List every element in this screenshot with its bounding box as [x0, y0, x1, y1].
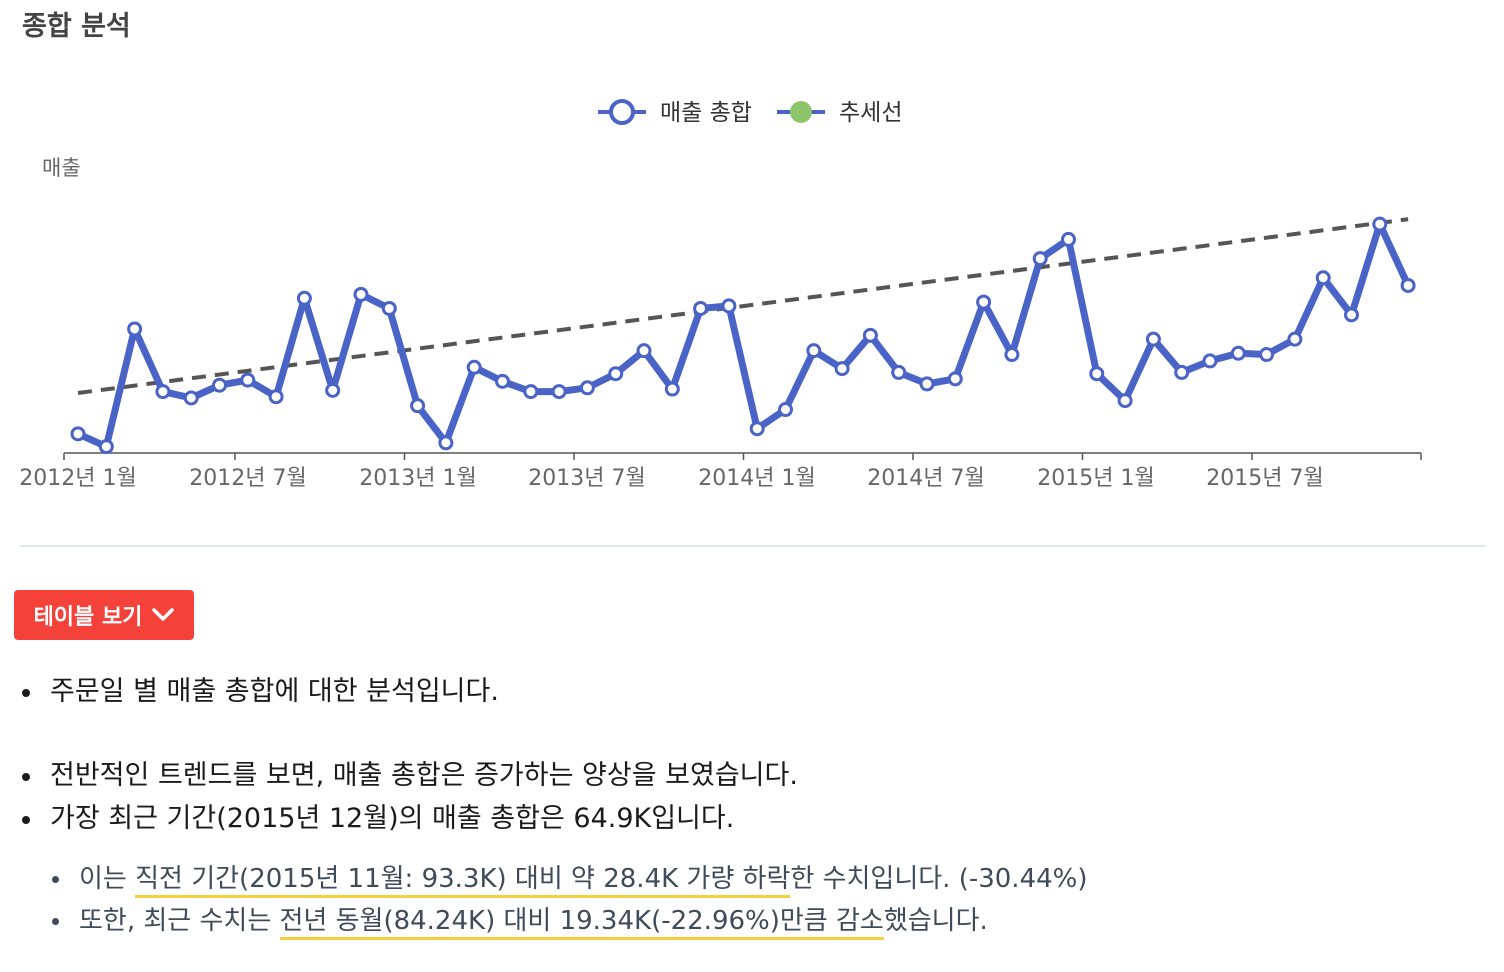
data-point [438, 435, 454, 451]
x-tick-label: 2014년 1월 [698, 466, 815, 491]
data-point [721, 298, 737, 314]
data-point [1230, 345, 1246, 361]
sub-bullet-pre: 또한, 최근 수치는 [79, 906, 280, 936]
data-point [1315, 270, 1331, 286]
bullet-dot [22, 773, 30, 781]
data-point [155, 384, 171, 400]
data-point [664, 381, 680, 397]
data-point [778, 402, 793, 418]
data-point [1174, 364, 1190, 380]
data-point [1061, 231, 1076, 247]
sub-bullet-dot [52, 876, 59, 883]
section-title: 종합 분석 [22, 11, 131, 42]
data-point [1259, 347, 1275, 363]
data-point [891, 364, 907, 380]
sub-bullet-highlight: 직전 기간(2015년 11월: 93.3K) 대비 약 28.4K 가량 하락 [135, 864, 791, 898]
data-point [70, 426, 86, 442]
x-tick-label: 2014년 7월 [867, 466, 984, 491]
bullet-item: 가장 최근 기간(2015년 12월)의 매출 총합은 64.9K입니다. [22, 799, 1482, 839]
view-table-label: 테이블 보기 [33, 605, 143, 630]
data-point [1032, 251, 1048, 267]
data-point [1287, 331, 1303, 347]
x-tick-label: 2015년 7월 [1206, 466, 1323, 491]
data-point [693, 300, 709, 316]
data-point [1117, 393, 1133, 409]
data-point [127, 321, 143, 337]
legend-marker-sales [609, 99, 635, 125]
divider [20, 545, 1486, 547]
legend-label-sales: 매출 총합 [660, 100, 752, 126]
x-tick-label: 2012년 7월 [189, 466, 306, 491]
sub-bullet-pre: 이는 [79, 864, 136, 894]
sub-bullet-text: 또한, 최근 수치는 전년 동월(84.24K) 대비 19.34K(-22.9… [79, 901, 988, 941]
sub-bullet-post: 했습니다. [883, 906, 988, 936]
data-point [353, 286, 369, 302]
data-point [466, 359, 482, 375]
data-point [240, 372, 256, 388]
data-point [1344, 307, 1359, 323]
bullet-dot [22, 689, 30, 697]
legend-label-trend: 추세선 [839, 100, 902, 126]
x-tick-label: 2013년 1월 [359, 466, 476, 491]
sub-bullet-item: 이는 직전 기간(2015년 11월: 93.3K) 대비 약 28.4K 가량… [22, 859, 1482, 899]
bullet-item: 주문일 별 매출 총합에 대한 분석입니다. [22, 672, 1482, 712]
data-point [98, 439, 114, 455]
data-point [296, 290, 312, 306]
x-tick-label: 2013년 7월 [528, 466, 645, 491]
sub-bullet-post: 한 수치입니다. (-30.44%) [790, 864, 1088, 894]
data-point [495, 373, 510, 389]
data-point [1004, 347, 1020, 363]
data-point [1089, 366, 1105, 382]
chart-area: 매출 2012년 1월 2012년 7월 2013년 1월 2013년 7월 2014년 … [0, 60, 1504, 520]
bullet-text: 주문일 별 매출 총합에 대한 분석입니다. [50, 676, 499, 707]
data-point [749, 421, 765, 437]
bullet-dot [22, 816, 30, 824]
sub-bullet-text: 이는 직전 기간(2015년 11월: 93.3K) 대비 약 28.4K 가량… [79, 859, 1088, 899]
view-table-button[interactable]: 테이블 보기 [14, 590, 194, 640]
data-point [523, 384, 539, 400]
data-point [183, 390, 199, 406]
data-point [1145, 331, 1161, 347]
bullet-text: 가장 최근 기간(2015년 12월)의 매출 총합은 64.9K입니다. [50, 803, 735, 834]
data-point [1372, 216, 1388, 232]
data-point [608, 366, 624, 382]
data-point [919, 376, 935, 392]
bullet-text: 전반적인 트렌드를 보면, 매출 총합은 증가하는 양상을 보였습니다. [50, 760, 798, 791]
sales-line-chart: 매출 2012년 1월 2012년 7월 2013년 1월 2013년 7월 2014년 … [19, 99, 1422, 491]
data-point [947, 371, 963, 387]
data-point [834, 361, 850, 377]
data-point [1400, 277, 1416, 293]
sub-bullet-dot [52, 918, 59, 925]
sales-total-line [74, 220, 1412, 451]
data-point [410, 398, 426, 414]
bullet-item: 전반적인 트렌드를 보면, 매출 총합은 증가하는 양상을 보였습니다. [22, 756, 1482, 796]
legend-marker-trend [790, 101, 812, 123]
trend-line [77, 217, 1409, 396]
x-tick-label: 2015년 1월 [1037, 466, 1154, 491]
data-point [1202, 353, 1218, 369]
x-tick-label: 2012년 1월 [19, 466, 136, 491]
data-point [636, 343, 652, 359]
data-point [976, 294, 992, 310]
sub-bullet-highlight: 전년 동월(84.24K) 대비 19.34K(-22.96%)만큼 감소 [279, 906, 884, 940]
analysis-bullets: 주문일 별 매출 총합에 대한 분석입니다. 전반적인 트렌드를 보면, 매출 … [22, 672, 1482, 941]
data-point [579, 380, 595, 396]
data-point [806, 343, 822, 359]
sub-bullet-item: 또한, 최근 수치는 전년 동월(84.24K) 대비 19.34K(-22.9… [22, 901, 1482, 941]
data-point [381, 300, 397, 316]
data-point [862, 327, 878, 343]
data-point [551, 384, 567, 400]
data-point [268, 389, 284, 405]
data-point [325, 382, 341, 398]
y-axis-label: 매출 [42, 156, 81, 180]
chevron-down-icon [152, 608, 175, 621]
data-point [212, 377, 227, 393]
